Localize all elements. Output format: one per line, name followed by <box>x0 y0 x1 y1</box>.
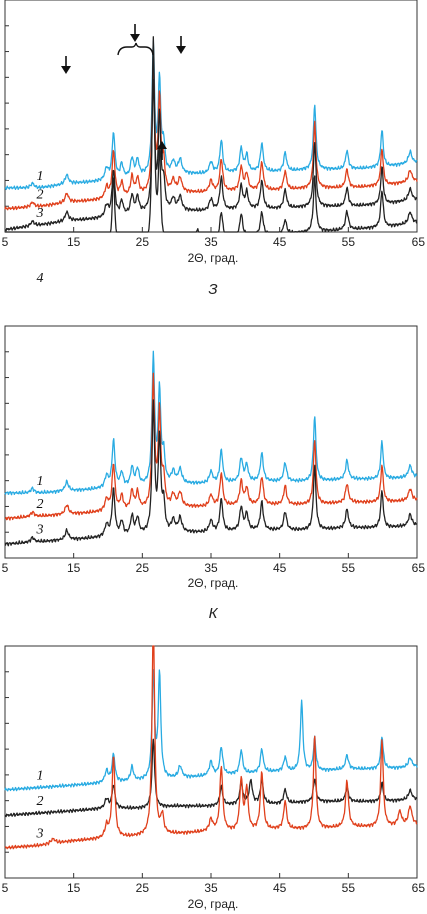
series-label-4: 4 <box>37 271 44 286</box>
x-tick-label: 25 <box>136 561 150 575</box>
x-tick-label: 35 <box>204 235 218 249</box>
y-tick-marks <box>5 351 9 533</box>
down-arrow-icon <box>61 56 71 74</box>
x-tick-label: 35 <box>204 881 218 895</box>
x-axis-title: 2Θ, град. <box>188 251 239 265</box>
x-tick-label: 5 <box>2 881 9 895</box>
x-tick-label: 65 <box>412 881 426 895</box>
x-tick-label: 15 <box>67 881 81 895</box>
x-tick-label: 55 <box>342 235 356 249</box>
x-tick-label: 25 <box>136 881 150 895</box>
series-label-1: 1 <box>37 768 44 783</box>
xrd-panel-third: 5 15 25 35 45 55 65 1 2 3 2Θ, град. <box>2 645 426 911</box>
x-tick-label: 15 <box>67 561 81 575</box>
x-tick-label: 45 <box>273 235 287 249</box>
y-tick-marks <box>5 671 9 853</box>
x-tick-label: 35 <box>204 561 218 575</box>
series-line-1 <box>4 350 418 496</box>
series-line-3 <box>4 645 418 850</box>
series-line-2 <box>4 738 418 818</box>
series-label-2: 2 <box>37 187 44 202</box>
annotation-arrows <box>61 24 186 160</box>
x-tick-label: 65 <box>412 561 426 575</box>
series-line-3 <box>4 79 418 232</box>
plot-frame <box>4 645 418 879</box>
series-label-2: 2 <box>37 497 44 512</box>
curve-labels: 1 2 3 <box>36 768 44 841</box>
x-tick-label: 45 <box>273 561 287 575</box>
curve-labels: 1 2 3 4 <box>36 169 44 286</box>
x-tick-label: 25 <box>136 235 150 249</box>
x-ticks: 5 15 25 35 45 55 65 <box>2 873 426 895</box>
x-tick-label: 5 <box>2 561 9 575</box>
series-label-1: 1 <box>37 169 44 184</box>
x-axis-title: 2Θ, град. <box>188 576 239 590</box>
series-label-3: 3 <box>36 826 44 841</box>
x-axis-title: 2Θ, град. <box>188 897 239 911</box>
up-arrow-icon <box>157 141 167 160</box>
plot-frame <box>4 325 418 559</box>
curves <box>4 645 418 850</box>
x-tick-label: 55 <box>342 561 356 575</box>
series-label-1: 1 <box>37 474 44 489</box>
series-line-2 <box>4 59 418 211</box>
series-line-2 <box>4 372 418 521</box>
xrd-panel-z: 5 15 25 35 45 55 65 1 2 3 4 2Θ, град. З <box>2 0 426 298</box>
down-arrow-icon <box>176 36 186 54</box>
panel-title: З <box>208 281 217 298</box>
series-line-1 <box>4 669 418 792</box>
series-label-3: 3 <box>36 206 44 221</box>
x-tick-label: 45 <box>273 881 287 895</box>
series-label-2: 2 <box>37 794 44 809</box>
x-ticks: 5 15 25 35 45 55 65 <box>2 227 426 249</box>
x-tick-label: 15 <box>67 235 81 249</box>
x-tick-label: 5 <box>2 235 9 249</box>
panel-title: К <box>209 605 219 622</box>
x-ticks: 5 15 25 35 45 55 65 <box>2 553 426 575</box>
x-tick-label: 55 <box>342 881 356 895</box>
series-line-3 <box>4 399 418 547</box>
brace-down-arrow-icon <box>117 24 154 56</box>
curves <box>4 350 418 547</box>
series-line-1 <box>4 40 418 191</box>
y-tick-marks <box>5 25 9 207</box>
x-tick-label: 65 <box>412 235 426 249</box>
xrd-panel-k: 5 15 25 35 45 55 65 1 2 3 2Θ, град. К <box>2 325 426 622</box>
curve-labels: 1 2 3 <box>36 474 44 538</box>
series-label-3: 3 <box>36 523 44 538</box>
